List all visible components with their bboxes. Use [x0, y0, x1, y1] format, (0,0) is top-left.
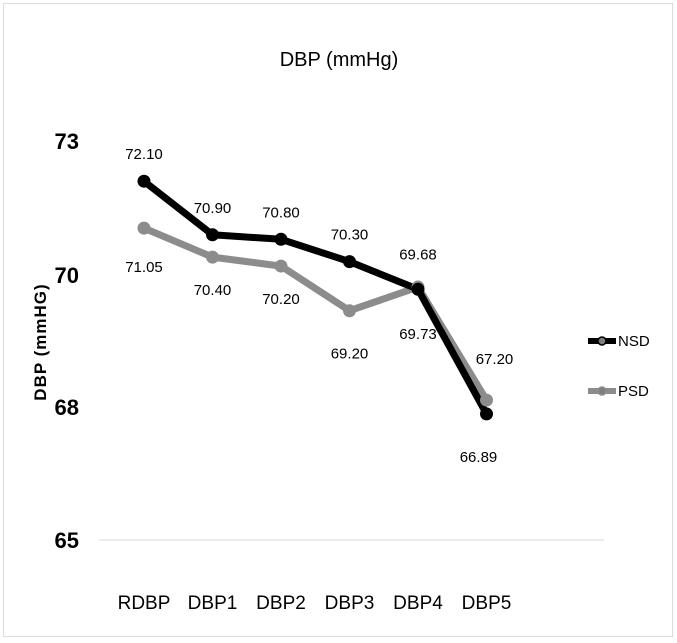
legend-marker-nsd	[597, 336, 607, 346]
data-labels: 72.10 70.90 70.80 70.30 69.68 66.89 71.05 70.40…	[125, 146, 513, 466]
y-tick-label: 73	[55, 129, 79, 154]
series-points	[137, 174, 493, 421]
data-point-psd	[480, 393, 493, 407]
data-label-psd: 70.40	[194, 282, 232, 299]
x-tick-label: RDBP	[118, 593, 171, 614]
data-point-psd	[274, 259, 288, 273]
y-tick-label: 68	[55, 395, 79, 420]
data-label-psd: 67.20	[476, 351, 514, 368]
data-label-psd: 70.20	[262, 291, 300, 308]
y-tick-label: 65	[55, 528, 79, 553]
chart-frame: DBP (mmHg) DBP (mmHG) 73 70 68 65 RDBP DBP1 D…	[3, 3, 673, 637]
data-label-nsd: 69.68	[399, 246, 437, 263]
y-tick-label: 70	[55, 263, 79, 288]
data-point-psd	[206, 250, 219, 264]
data-point-nsd	[274, 232, 288, 246]
series-lines	[140, 177, 490, 418]
legend: NSD PSD	[588, 333, 650, 400]
legend-label-nsd: NSD	[618, 333, 650, 350]
chart-title: DBP (mmHg)	[280, 49, 399, 71]
data-label-psd: 69.73	[399, 326, 437, 343]
data-point-nsd	[137, 174, 151, 188]
data-point-nsd	[206, 228, 219, 242]
x-tick-label: DBP4	[393, 593, 443, 614]
legend-label-psd: PSD	[618, 383, 649, 400]
data-label-nsd: 70.90	[194, 200, 232, 217]
x-tick-label: DBP3	[325, 593, 375, 614]
x-tick-label: DBP1	[188, 593, 238, 614]
y-axis-ticks: 73 70 68 65	[55, 129, 79, 553]
data-point-nsd	[411, 282, 425, 296]
data-label-nsd: 66.89	[460, 449, 498, 466]
legend-marker-psd	[597, 386, 607, 396]
data-point-nsd	[480, 407, 493, 421]
data-label-psd: 71.05	[125, 259, 163, 276]
y-axis-label: DBP (mmHG)	[31, 283, 50, 400]
data-point-psd	[137, 221, 151, 235]
data-point-nsd	[343, 255, 356, 269]
x-tick-label: DBP5	[462, 593, 512, 614]
line-chart: DBP (mmHg) DBP (mmHG) 73 70 68 65 RDBP DBP1 D…	[31, 49, 650, 614]
data-label-nsd: 72.10	[125, 146, 163, 163]
series-line-nsd	[140, 177, 490, 418]
data-label-nsd: 70.30	[331, 227, 369, 244]
x-axis-ticks: RDBP DBP1 DBP2 DBP3 DBP4 DBP5	[118, 593, 512, 614]
x-tick-label: DBP2	[256, 593, 306, 614]
data-label-nsd: 70.80	[262, 204, 300, 221]
data-label-psd: 69.20	[331, 346, 369, 363]
data-point-psd	[343, 304, 356, 318]
